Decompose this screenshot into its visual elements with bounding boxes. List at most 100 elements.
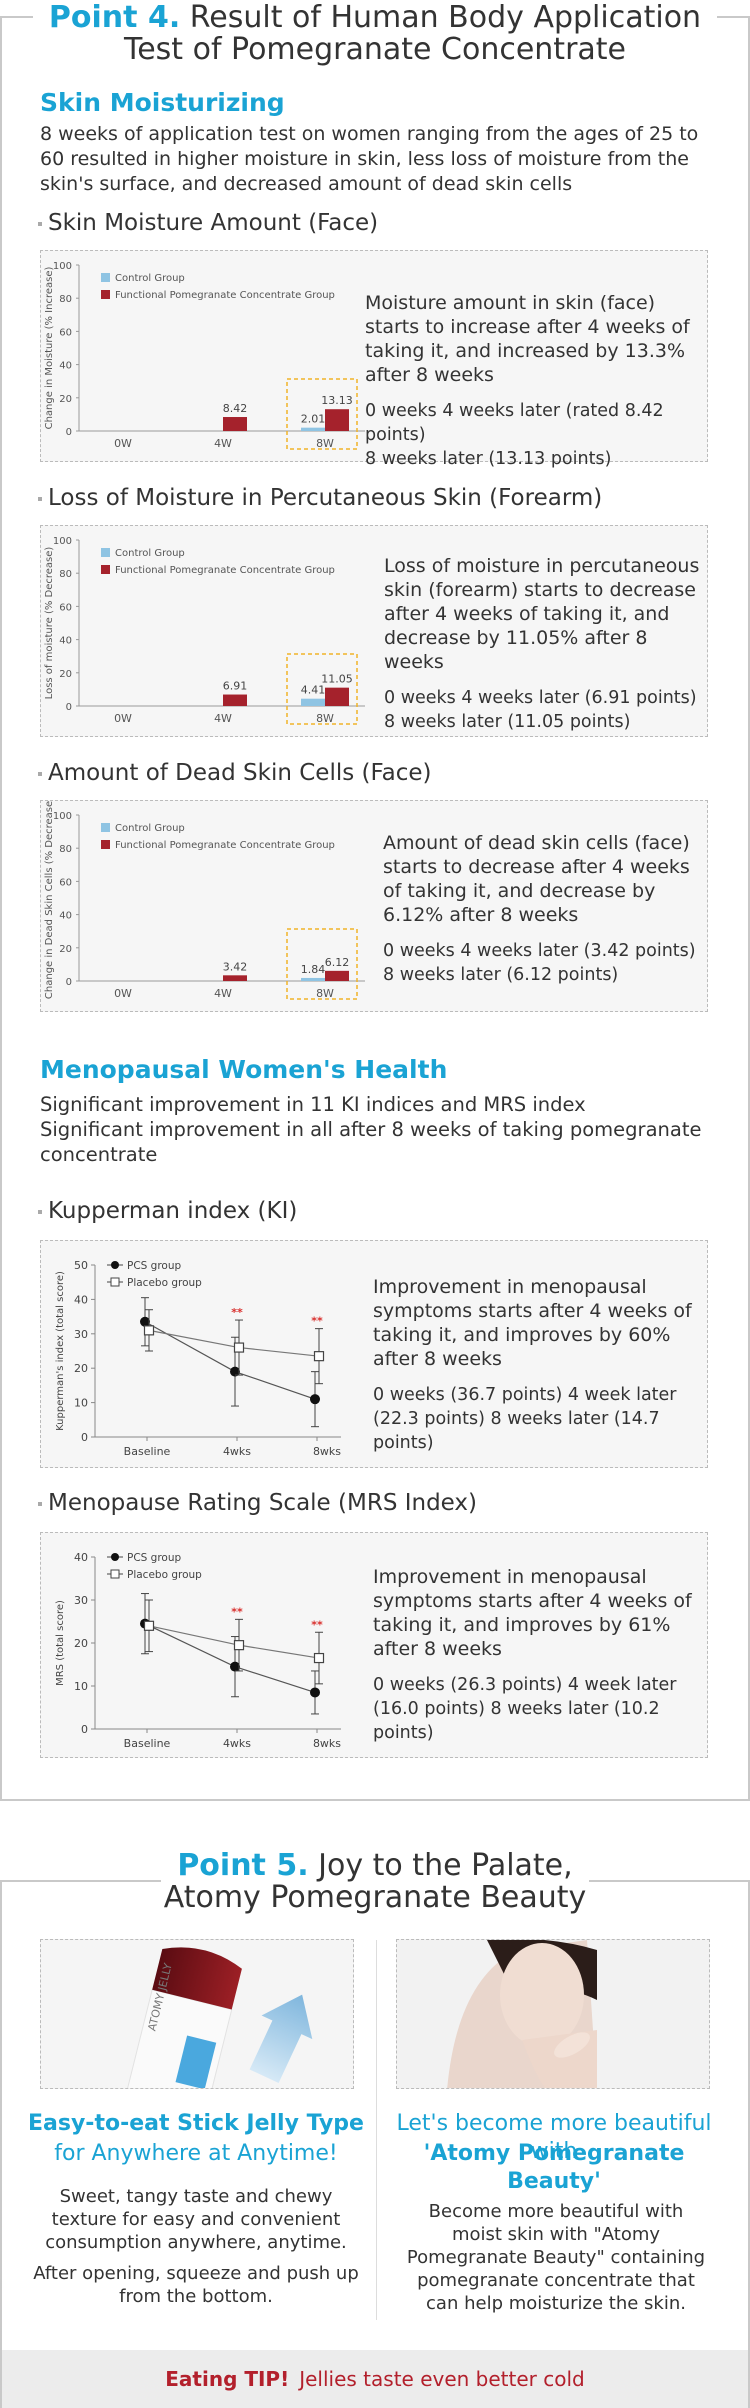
tewl-title: Loss of Moisture in Percutaneous Skin (F… — [38, 485, 602, 511]
data-point — [313, 1351, 325, 1362]
mrs-line-chart: 0 10 20 30 40 MRS (total score) Baseline 4wks **… — [55, 1551, 341, 1750]
data-point — [310, 1687, 320, 1698]
legend-label: PCS group — [127, 1552, 181, 1564]
ki-detail: 0 weeks (36.7 points) 4 week later (22.3… — [373, 1385, 677, 1453]
skin-moisturizing-text: 8 weeks of application test on women ran… — [40, 123, 699, 195]
y-tick-label: 0 — [81, 1431, 88, 1444]
data-point — [310, 1394, 320, 1405]
woman-portrait-image — [396, 1939, 710, 2089]
x-tick-label: 8W — [316, 712, 334, 725]
y-tick-label: 0 — [66, 427, 72, 438]
col-right-heading1: Let's become more beautiful with — [396, 2111, 712, 2164]
y-tick-label: 100 — [53, 811, 72, 822]
ki-title-text: Kupperman index (KI) — [48, 1198, 298, 1224]
mrs-title: Menopause Rating Scale (MRS Index) — [38, 1490, 477, 1516]
x-tick-label: Baseline — [124, 1445, 171, 1458]
significance-mark: ** — [231, 1306, 243, 1319]
x-tick-label: 4W — [214, 987, 232, 1000]
legend-label: Control Group — [115, 273, 185, 284]
y-tick-label: 80 — [59, 844, 72, 855]
mrs-detail: 0 weeks (26.3 points) 4 week later (16.0… — [373, 1675, 677, 1743]
eating-tip-text: Jellies taste even better cold — [299, 2367, 585, 2391]
data-label: 6.12 — [325, 956, 350, 969]
legend-marker — [111, 1261, 119, 1269]
y-tick-label: 0 — [66, 977, 72, 988]
y-axis-label: Change in Moisture (% Increase) — [44, 267, 55, 430]
ki-title: Kupperman index (KI) — [38, 1198, 297, 1224]
y-tick-label: 100 — [53, 536, 72, 547]
y-tick-label: 0 — [66, 702, 72, 713]
bar — [301, 427, 325, 431]
bar — [325, 687, 349, 706]
point5-number: Point 5. — [177, 1848, 309, 1883]
data-label: 11.05 — [321, 673, 353, 686]
data-label: 3.42 — [223, 960, 248, 973]
data-point — [143, 1620, 155, 1631]
data-label: 4.41 — [301, 684, 326, 697]
y-axis-label: MRS (total score) — [55, 1600, 66, 1686]
data-point — [233, 1640, 245, 1651]
point5-title: Point 5. Joy to the Palate, — [0, 1848, 750, 1884]
jelly-stick-image: ATOMY JELLY — [40, 1939, 354, 2089]
x-tick-label: 4W — [214, 437, 232, 450]
dead-skin-detail-line1: 0 weeks 4 weeks later (3.42 points) — [383, 941, 696, 961]
mrs-desc-text: Improvement in menopausal symptoms start… — [373, 1566, 692, 1660]
data-label: 2.01 — [301, 413, 326, 426]
ki-line-chart: 0 10 20 30 40 50 Kupperman's index (total scor… — [55, 1259, 341, 1458]
significance-mark: ** — [311, 1618, 323, 1631]
menopausal-text: Significant improvement in 11 KI indices… — [40, 1092, 720, 1167]
legend-label: PCS group — [127, 1260, 181, 1272]
moisture-detail: 0 weeks 4 weeks later (rated 8.42 points… — [365, 399, 701, 471]
y-tick-label: 100 — [53, 261, 72, 272]
x-tick-label: 8wks — [313, 1445, 341, 1458]
legend-label: Placebo group — [127, 1277, 202, 1289]
point4-title: Point 4. Result of Human Body Applicatio… — [0, 0, 750, 36]
legend-label: Functional Pomegranate Concentrate Group — [115, 840, 335, 851]
y-tick-label: 10 — [74, 1397, 88, 1410]
legend-swatch — [101, 548, 110, 557]
legend-swatch — [101, 823, 110, 832]
x-tick-label: 4wks — [223, 1737, 251, 1750]
series-line — [144, 1321, 316, 1400]
menopausal-text-line2: Significant improvement in all after 8 w… — [40, 1118, 702, 1166]
bar — [325, 970, 349, 981]
legend-swatch — [101, 565, 110, 574]
highlight-box — [286, 653, 358, 725]
x-tick-label: Baseline — [124, 1737, 171, 1750]
y-tick-label: 60 — [59, 602, 72, 613]
eating-tip-bar: Eating TIP! Jellies taste even better col… — [2, 2350, 748, 2408]
highlight-box — [286, 928, 358, 1000]
x-tick-label: 8W — [316, 987, 334, 1000]
legend-label: Functional Pomegranate Concentrate Group — [115, 565, 335, 576]
x-tick-label: 0W — [114, 437, 132, 450]
data-point — [233, 1342, 245, 1353]
point5-title-line2: Atomy Pomegranate Beauty — [163, 1880, 587, 1915]
highlight-box — [286, 378, 358, 450]
y-tick-label: 40 — [59, 636, 72, 647]
y-tick-label: 10 — [74, 1680, 88, 1693]
moisture-chart-box: 0 20 40 60 80 100 Change in Moisture (% Increa… — [40, 250, 708, 469]
menopausal-text-line1: Significant improvement in 11 KI indices… — [40, 1093, 586, 1116]
data-label: 6.91 — [223, 680, 248, 693]
dead-skin-detail: 0 weeks 4 weeks later (3.42 points) 8 we… — [383, 939, 703, 987]
point5-title-line1: Joy to the Palate, — [318, 1848, 573, 1883]
data-label: 8.42 — [223, 402, 248, 415]
y-axis-label: Kupperman's index (total score) — [55, 1271, 66, 1431]
bar — [301, 698, 325, 706]
moisture-detail-line2: 8 weeks later (13.13 points) — [365, 449, 612, 469]
y-tick-label: 20 — [59, 669, 72, 680]
tewl-detail: 0 weeks 4 weeks later (6.91 points) 8 we… — [384, 686, 702, 734]
column-divider — [376, 1940, 377, 2320]
y-tick-label: 20 — [59, 394, 72, 405]
point4-number: Point 4. — [48, 0, 181, 35]
y-tick-label: 0 — [81, 1723, 88, 1736]
dead-skin-detail-line2: 8 weeks later (6.12 points) — [383, 965, 619, 985]
x-tick-label: 0W — [114, 987, 132, 1000]
legend-marker — [110, 1277, 120, 1287]
col-right-paragraph: Become more beautiful with moist skin wi… — [406, 2201, 706, 2314]
bar — [301, 977, 325, 981]
dead-skin-chart-box: 0 20 40 60 80 100 Change in Dead Skin Cells (%… — [40, 800, 708, 1012]
tewl-desc-text: Loss of moisture in percutaneous skin (f… — [384, 555, 700, 673]
series-line — [144, 1623, 316, 1694]
point4-title-line1: Result of Human Body Application — [189, 0, 702, 35]
